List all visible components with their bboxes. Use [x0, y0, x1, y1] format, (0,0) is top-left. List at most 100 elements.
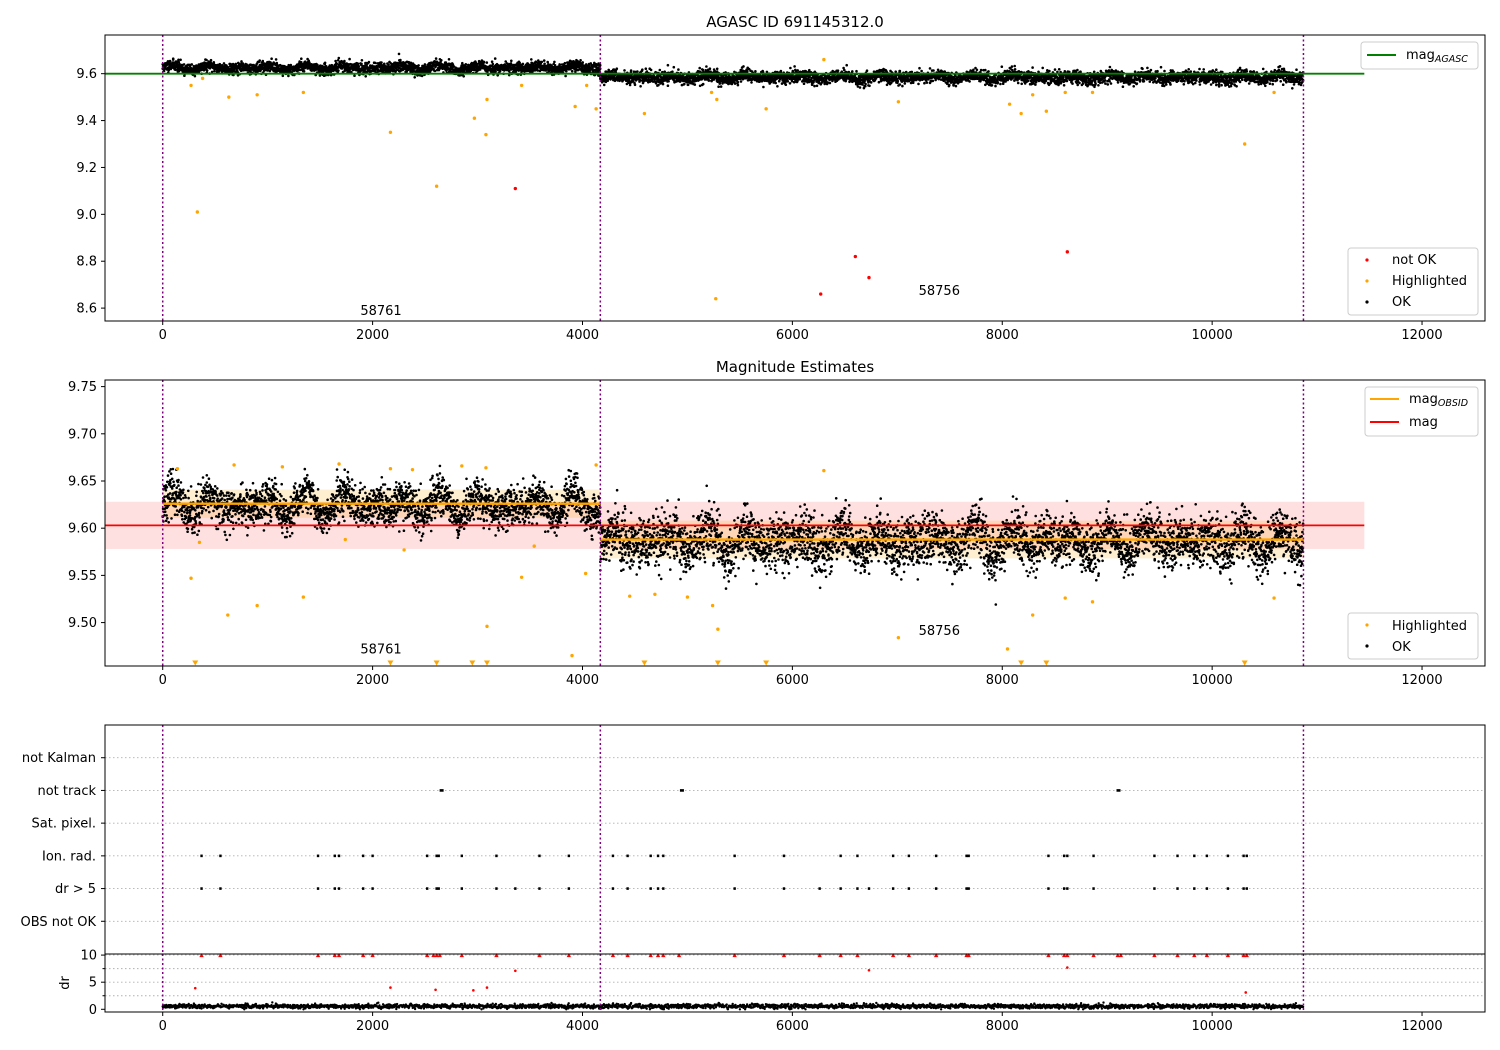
dr-clipped-marker	[610, 953, 616, 958]
dr-clipped-marker	[566, 953, 572, 958]
dr-clipped-marker	[424, 953, 430, 958]
highlighted-point	[301, 90, 306, 95]
dr-clipped-marker	[218, 953, 223, 958]
flag-mark	[907, 854, 911, 858]
highlighted-point	[1007, 102, 1012, 106]
mag-agasc-legend-text: mag	[1406, 48, 1435, 63]
flag-mark	[611, 854, 615, 858]
dr-y-tick-label: 10	[80, 949, 97, 964]
flag-mark	[839, 854, 842, 858]
dr-clipped-marker	[434, 953, 439, 958]
agasc-y-tick-label: 9.4	[76, 114, 97, 129]
highlighted-point	[388, 130, 393, 134]
highlighted-point	[764, 107, 768, 111]
magnitude-ticks: 0 2000 4000 6000 8000 10000 12000 9.50 9.55 9.60 9…	[68, 380, 1443, 688]
flag-mark	[219, 887, 222, 890]
magnitude-clipped-marker	[387, 660, 394, 666]
dr-axes-frame	[104, 953, 1486, 1013]
highlighted-point	[709, 90, 714, 95]
magnitude-highlighted-point	[822, 468, 826, 473]
flag-mark	[361, 854, 365, 858]
agasc-plot-marks	[105, 35, 1365, 321]
dr-x-tick-label: 4000	[566, 1019, 599, 1034]
magnitude-line-legend: magOBSID mag	[1364, 386, 1479, 437]
magnitude-highlighted-point	[402, 548, 406, 552]
magnitude-obs-label-58756: 58756	[919, 624, 960, 639]
dr-clipped-marker	[906, 953, 912, 958]
magnitude-highlighted-point	[716, 627, 720, 631]
flag-mark	[1092, 854, 1095, 858]
flag-mark	[1116, 789, 1121, 792]
dr-clipped-marker	[437, 953, 442, 958]
magnitude-y-tick-label: 9.55	[68, 569, 97, 584]
dr-clipped-marker	[336, 953, 342, 958]
flag-mark	[514, 887, 517, 890]
agasc-x-tick-label: 8000	[986, 328, 1019, 343]
highlighted-point	[1019, 111, 1023, 116]
mag-obsid-legend-subscript: OBSID	[1438, 398, 1468, 409]
flag-mark	[316, 887, 320, 890]
flag-mark	[1062, 887, 1066, 890]
magnitude-highlighted-point	[232, 463, 236, 467]
magnitude-clipped-marker	[1018, 660, 1025, 666]
dr-clipped-marker	[933, 953, 939, 958]
dr-clipped-marker	[1118, 953, 1124, 958]
magnitude-highlighted-point	[388, 467, 393, 471]
dr-clipped-marker	[676, 953, 682, 958]
highlighted-point	[642, 111, 647, 116]
dr-clipped-marker	[1152, 953, 1157, 958]
flag-mark	[1153, 854, 1156, 858]
magnitude-y-tick-label: 9.60	[68, 522, 97, 537]
magnitude-highlighted-point	[570, 653, 574, 658]
flag-mark	[371, 854, 374, 858]
dr-clipped-marker	[370, 953, 375, 958]
flag-mark	[1245, 887, 1248, 890]
flag-mark	[965, 887, 968, 890]
dr-clipped-marker	[655, 953, 661, 958]
dr-x-tick-label: 0	[159, 1019, 167, 1034]
agasc-x-tick-label: 6000	[776, 328, 809, 343]
dr-clipped-marker	[855, 953, 860, 958]
dr-clipped-marker	[315, 953, 321, 958]
magnitude-clipped-marker	[469, 660, 476, 666]
magnitude-x-tick-label: 0	[159, 673, 167, 688]
magnitude-highlighted-point	[1030, 613, 1035, 617]
highlighted-point	[715, 97, 719, 102]
dr-clipped-marker	[732, 953, 737, 958]
flag-mark	[934, 887, 938, 890]
agasc-y-tick-label: 8.6	[76, 302, 97, 317]
magnitude-highlighted-point	[255, 603, 259, 608]
flag-mark	[856, 854, 859, 858]
agasc-y-tick-label: 9.0	[76, 208, 97, 223]
ok-legend-label: OK	[1392, 295, 1411, 310]
magnitude-clipped-marker	[714, 660, 721, 666]
flag-mark	[337, 854, 341, 858]
dr-flagged-point	[472, 989, 475, 992]
magnitude-highlighted-point	[653, 592, 657, 596]
magnitude-x-tick-label: 12000	[1401, 673, 1442, 688]
flag-mark	[679, 789, 684, 792]
flag-mark	[1153, 887, 1156, 890]
flag-mark	[782, 854, 786, 858]
flag-mark	[495, 854, 498, 858]
magnitude-y-tick-label: 9.70	[68, 427, 97, 442]
magnitude-highlighted-point	[685, 595, 690, 599]
flag-mark	[934, 854, 938, 858]
magnitude-clipped-marker	[1241, 660, 1248, 666]
magnitude-highlighted-legend-marker	[1365, 623, 1369, 627]
flag-mark	[437, 854, 440, 858]
flag-mark	[626, 887, 629, 890]
not-ok-legend-label: not OK	[1392, 253, 1437, 268]
dr-flagged-point	[1066, 966, 1069, 969]
dr-clipped-marker	[1225, 953, 1231, 958]
magnitude-highlighted-point	[175, 467, 180, 471]
dr-x-tick-label: 10000	[1191, 1019, 1232, 1034]
magnitude-x-tick-label: 8000	[986, 673, 1019, 688]
dr-flagged-point	[514, 969, 517, 973]
flag-mark	[867, 887, 871, 890]
flag-mark	[333, 887, 337, 890]
dr-clipped-marker	[360, 953, 366, 958]
flag-mark	[662, 854, 665, 858]
highlighted-point	[519, 83, 524, 88]
flag-mark	[1242, 854, 1245, 858]
